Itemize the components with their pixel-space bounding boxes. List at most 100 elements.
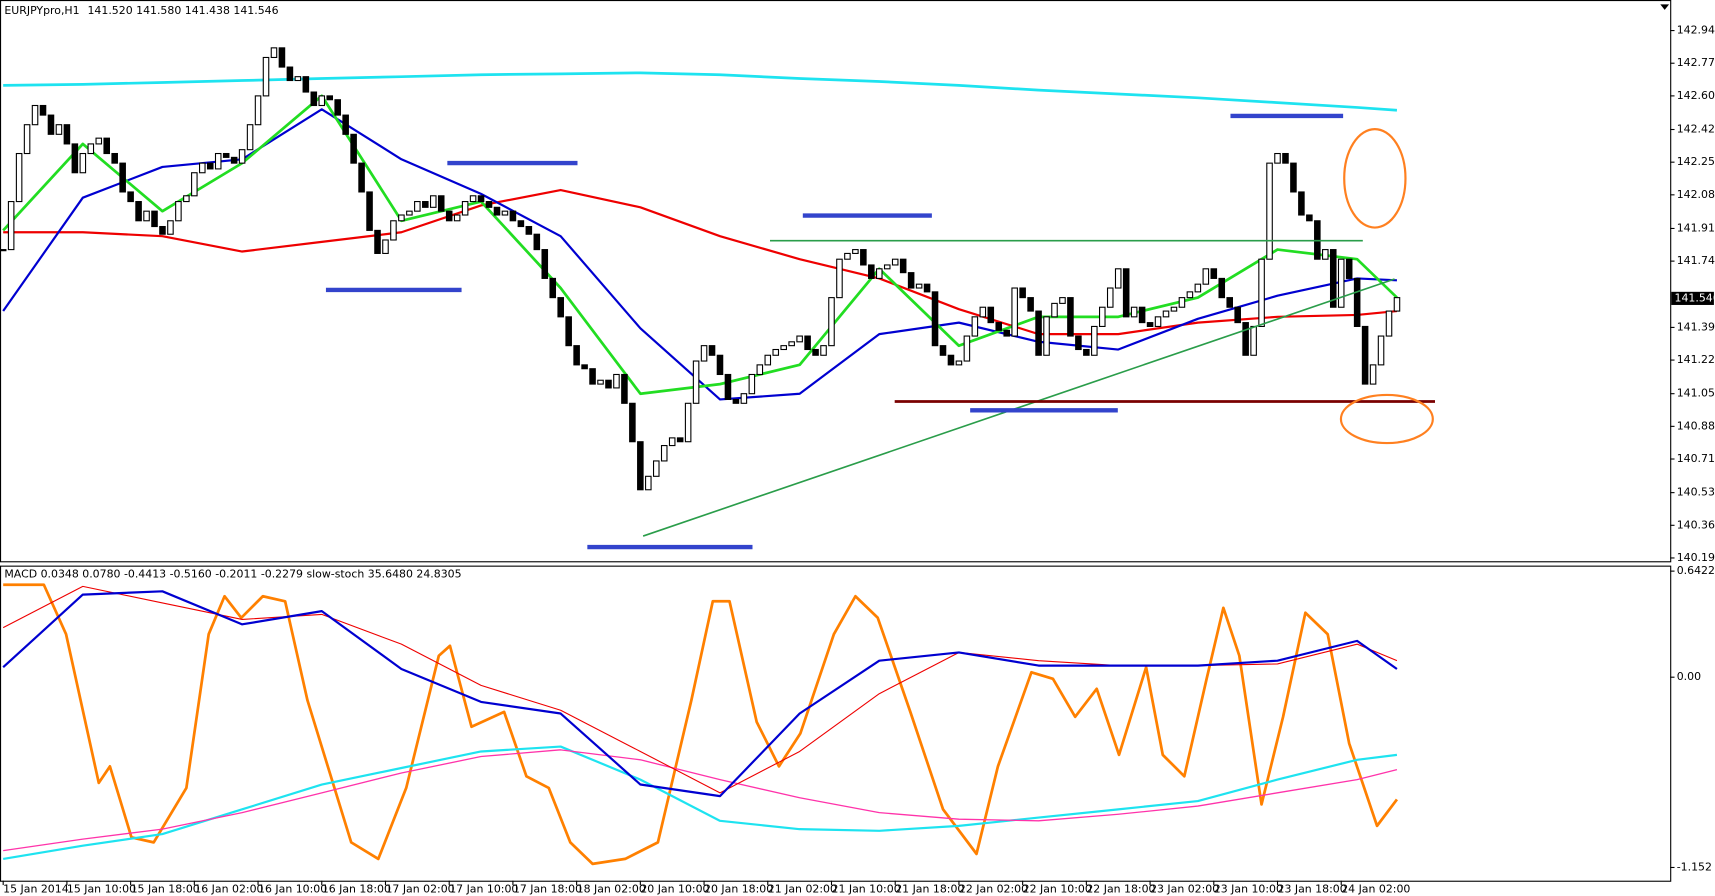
candle-body	[350, 133, 357, 164]
candle-body	[461, 201, 469, 216]
candle-body	[1130, 306, 1138, 318]
x-tick-label: 24 Jan 02:00	[1341, 882, 1410, 895]
x-tick-label: 22 Jan 10:00	[1023, 882, 1092, 895]
candle-body	[302, 76, 310, 93]
x-tick-label: 17 Jan 18:00	[513, 882, 582, 895]
candle-body	[278, 47, 286, 68]
highlight-ellipse	[1343, 128, 1407, 229]
candle-body	[159, 225, 166, 235]
candle-body	[230, 156, 238, 164]
candle-body	[788, 341, 795, 347]
y-tick-label: 142.085	[1677, 188, 1715, 201]
candle-body	[748, 373, 756, 395]
candle-body	[852, 249, 859, 254]
candle-body	[883, 264, 891, 270]
candle-body	[23, 124, 31, 155]
x-tick-label: 23 Jan 02:00	[1150, 882, 1219, 895]
candle-body	[931, 291, 939, 347]
candle-body	[214, 152, 222, 170]
candle-body	[358, 162, 365, 193]
candle-body	[533, 233, 541, 251]
y-tick-label: 140.195	[1677, 551, 1715, 564]
labels: EURJPYpro,H1 141.520 141.580 141.438 141.…	[2, 4, 1715, 895]
y-tick-label: -1.152	[1677, 860, 1712, 873]
candle-body	[238, 149, 246, 164]
candle-body	[1282, 152, 1289, 164]
x-tick-label: 16 Jan 02:00	[194, 882, 263, 895]
candle-body	[1059, 297, 1066, 304]
candle-body	[382, 239, 389, 254]
candle-body	[1035, 310, 1042, 356]
candle-body	[1266, 162, 1273, 260]
candle-body	[1322, 249, 1329, 260]
candle-body	[597, 379, 604, 385]
candle-body	[15, 152, 23, 203]
candle-body	[501, 210, 509, 216]
menu-icon[interactable]	[1660, 4, 1670, 10]
candle-body	[183, 195, 190, 203]
candle-body	[47, 114, 55, 135]
candle-body	[191, 172, 198, 197]
candle-body	[1170, 306, 1178, 312]
x-tick-label: 23 Jan 10:00	[1214, 882, 1283, 895]
candle-body	[804, 335, 811, 351]
annotations	[325, 4, 1670, 550]
x-tick-label: 21 Jan 18:00	[895, 882, 964, 895]
candle-body	[629, 402, 636, 443]
x-tick-label: 15 Jan 18:00	[131, 882, 200, 895]
candle-body	[437, 195, 445, 212]
highlight-ellipse	[1339, 393, 1434, 445]
candle-body	[1393, 297, 1401, 312]
candle-body	[899, 258, 907, 274]
candle-body	[469, 195, 477, 203]
candle-body	[1099, 306, 1106, 327]
candle-body	[652, 460, 660, 477]
candle-body	[764, 354, 772, 366]
candle-body	[645, 475, 652, 491]
candle-body	[445, 210, 453, 222]
candle-body	[167, 220, 174, 235]
candle-body	[1154, 316, 1162, 327]
candle-body	[477, 195, 485, 203]
candle-body	[772, 348, 780, 356]
x-tick-label: 20 Jan 18:00	[704, 882, 773, 895]
candle-body	[573, 345, 580, 366]
candle-body	[262, 56, 270, 97]
candle-body	[716, 354, 724, 376]
candle-body	[1202, 268, 1210, 285]
candle-body	[684, 402, 692, 443]
candle-body	[844, 252, 851, 260]
frames	[0, 0, 1672, 882]
candle-body	[127, 191, 134, 203]
x-tick-label: 23 Jan 18:00	[1278, 882, 1347, 895]
candle-body	[1106, 287, 1114, 308]
candle-body	[868, 264, 875, 279]
y-tick-label: 142.940	[1677, 24, 1715, 37]
level-marks	[325, 113, 1344, 550]
candle-body	[485, 201, 493, 208]
candle-body	[1385, 310, 1393, 337]
trend-line	[642, 278, 1395, 537]
candle-body	[1329, 249, 1337, 308]
candle-body	[1234, 306, 1241, 324]
y-tick-label: 140.535	[1677, 486, 1715, 499]
candle-body	[541, 249, 549, 279]
candle-body	[1274, 152, 1281, 164]
candle-body	[222, 152, 230, 158]
candle-body	[1210, 268, 1218, 279]
candle-body	[206, 162, 214, 170]
y-tick-label: 140.880	[1677, 419, 1715, 432]
candle-body	[87, 143, 95, 155]
candle-body	[143, 210, 150, 222]
candle-body	[860, 249, 867, 266]
x-tick-label: 21 Jan 10:00	[831, 882, 900, 895]
panel-subtitle: 141.520 141.580 141.438 141.546	[88, 4, 279, 17]
candle-body	[1258, 258, 1265, 327]
candle-body	[135, 201, 142, 222]
candle-body	[398, 214, 405, 222]
candle-body	[342, 114, 349, 135]
y-tick-label: 0.6422	[1677, 564, 1715, 577]
candle-body	[509, 210, 517, 222]
